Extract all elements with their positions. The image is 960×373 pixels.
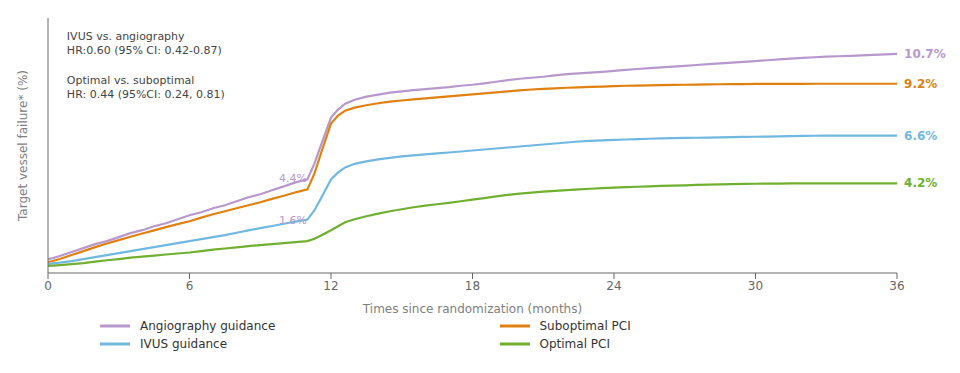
svg-text:10.7%: 10.7% [904,46,946,60]
svg-text:Target vessel failure* (%): Target vessel failure* (%) [16,70,30,222]
svg-text:Times since randomization (mon: Times since randomization (months) [362,302,582,316]
svg-text:24: 24 [606,279,621,293]
html-text:Suboptimal PCI: Suboptimal PCI [539,319,631,333]
svg-text:36: 36 [889,279,904,293]
svg-text:30: 30 [748,279,763,293]
html-text:Angiography guidance: Angiography guidance [140,319,276,333]
svg-text:4.2%: 4.2% [904,176,937,190]
svg-text:6: 6 [186,279,194,293]
svg-text:6.6%: 6.6% [904,128,937,142]
svg-text:18: 18 [465,279,480,293]
svg-text:Optimal vs. suboptimalHR: 0.44: Optimal vs. suboptimalHR: 0.44 (95%CI: 0… [67,74,225,101]
html-text:IVUS guidance: IVUS guidance [140,337,228,351]
svg-text:12: 12 [323,279,338,293]
svg-text:9.2%: 9.2% [904,76,937,90]
html-text:Optimal PCI: Optimal PCI [539,337,610,351]
svg-text:0: 0 [44,279,52,293]
svg-text:IVUS vs. angiographyHR:0.60 (9: IVUS vs. angiographyHR:0.60 (95% CI: 0.4… [67,30,222,57]
svg-text:4.4%: 4.4% [279,172,307,185]
svg-text:1.6%: 1.6% [279,214,307,227]
